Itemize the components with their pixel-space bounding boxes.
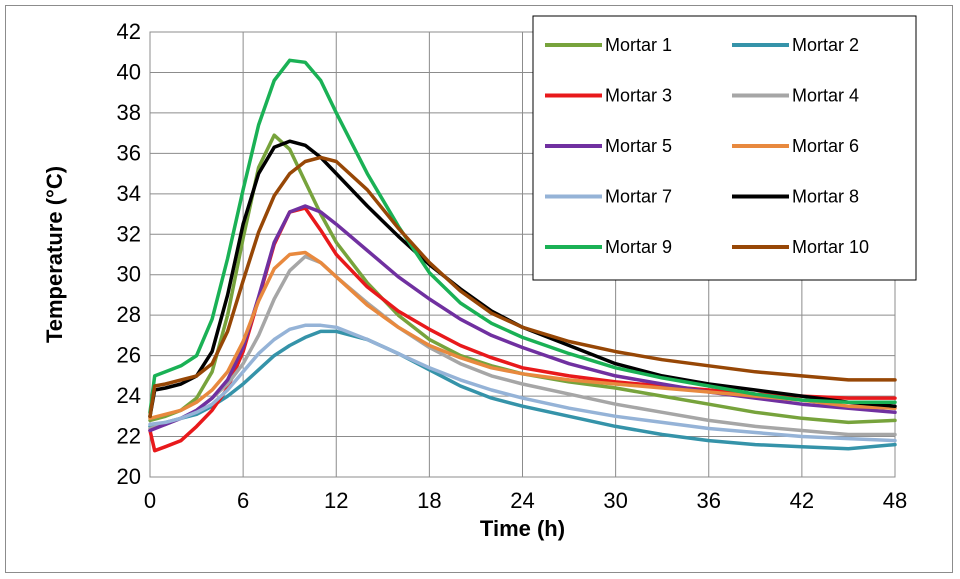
legend-label: Mortar 5: [605, 136, 672, 156]
y-tick-label: 42: [117, 19, 141, 44]
legend-label: Mortar 7: [605, 187, 672, 207]
x-tick-label: 48: [883, 488, 907, 513]
series-line-7: [148, 323, 897, 443]
y-tick-label: 22: [117, 424, 141, 449]
legend-label: Mortar 1: [605, 35, 672, 55]
x-tick-label: 24: [510, 488, 534, 513]
x-axis-title: Time (h): [480, 516, 565, 541]
y-tick-label: 34: [117, 181, 141, 206]
legend-label: Mortar 4: [792, 86, 859, 106]
series-lines: [148, 58, 897, 453]
legend-label: Mortar 9: [605, 237, 672, 257]
series-line-9: [148, 58, 897, 415]
tick-labels: 20 22 24 26 28 30 32 34 36 38 40 42 0 6 12 18 24 30 36 42 48: [117, 19, 908, 513]
legend: Mortar 1 Mortar 2 Mortar 3 Mortar 4 Mortar 5…: [532, 15, 917, 281]
y-tick-label: 40: [117, 59, 141, 84]
y-tick-label: 30: [117, 262, 141, 287]
legend-label: Mortar 2: [792, 35, 859, 55]
y-tick-label: 32: [117, 221, 141, 246]
x-tick-label: 18: [417, 488, 441, 513]
y-tick-label: 28: [117, 302, 141, 327]
x-tick-label: 36: [697, 488, 721, 513]
legend-label: Mortar 6: [792, 136, 859, 156]
legend-label: Mortar 8: [792, 187, 859, 207]
y-tick-label: 24: [117, 383, 141, 408]
x-tick-label: 12: [324, 488, 348, 513]
x-tick-label: 6: [237, 488, 249, 513]
y-tick-label: 20: [117, 464, 141, 489]
y-tick-label: 38: [117, 100, 141, 125]
x-tick-label: 30: [603, 488, 627, 513]
x-tick-label: 0: [144, 488, 156, 513]
legend-label: Mortar 3: [605, 86, 672, 106]
x-tick-label: 42: [790, 488, 814, 513]
series-line-6: [148, 250, 897, 421]
y-tick-label: 36: [117, 140, 141, 165]
y-axis-title: Temperature (°C): [42, 166, 67, 343]
y-tick-label: 26: [117, 343, 141, 368]
series-line-8: [148, 139, 897, 419]
series-line-10: [148, 155, 897, 419]
legend-label: Mortar 10: [792, 237, 869, 257]
